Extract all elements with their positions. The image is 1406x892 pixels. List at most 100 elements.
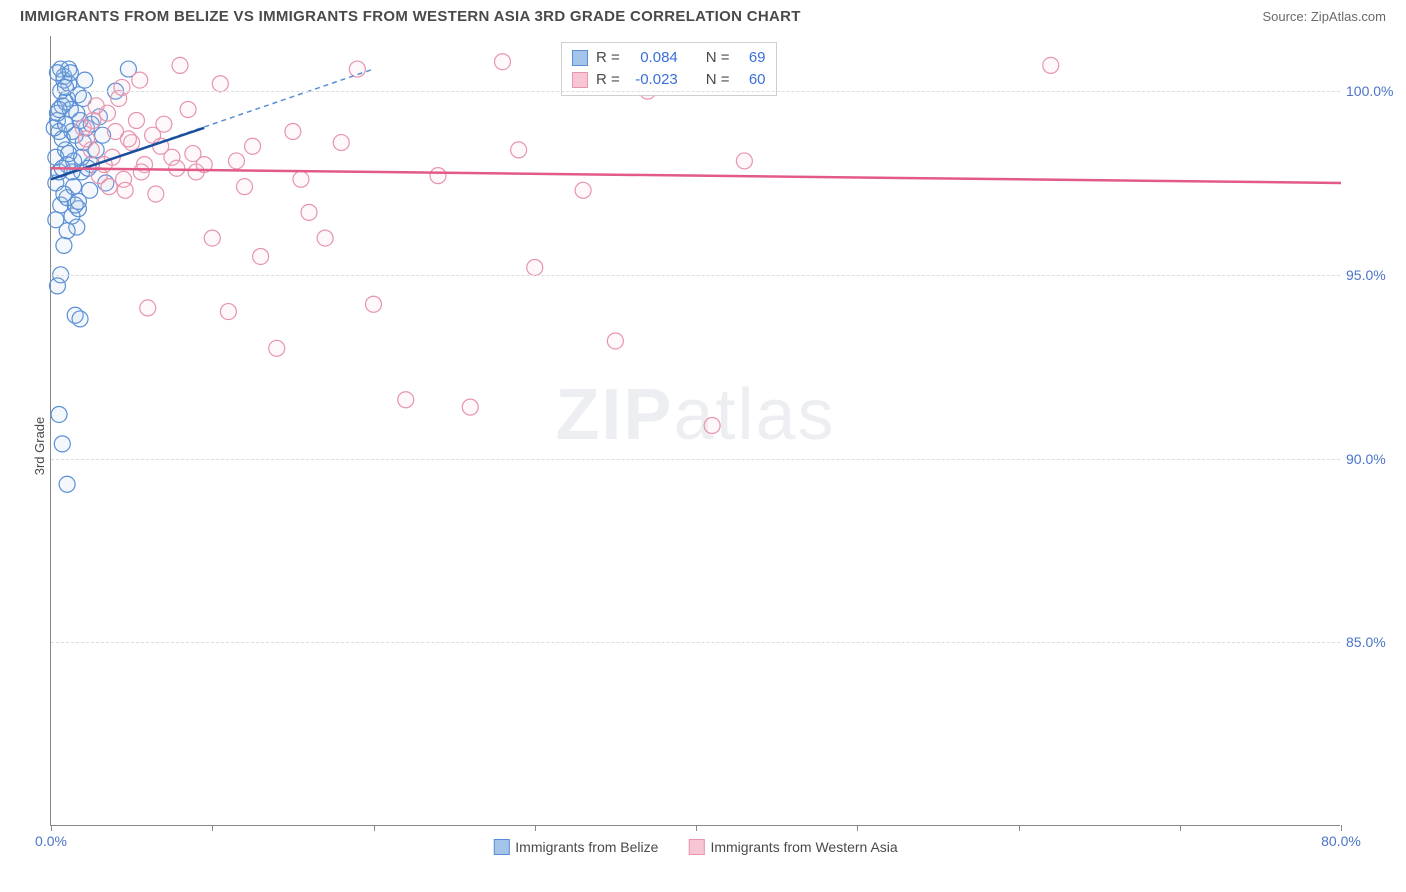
- y-axis-label: 3rd Grade: [32, 417, 47, 476]
- data-point: [495, 54, 511, 70]
- data-point: [1043, 57, 1059, 73]
- data-point: [204, 230, 220, 246]
- data-point: [172, 57, 188, 73]
- gridline: [51, 91, 1340, 92]
- data-point: [293, 171, 309, 187]
- data-point: [128, 113, 144, 129]
- data-point: [48, 212, 64, 228]
- y-tick-label: 95.0%: [1346, 267, 1402, 283]
- data-point: [70, 193, 86, 209]
- data-point: [245, 138, 261, 154]
- data-point: [145, 127, 161, 143]
- data-point: [398, 392, 414, 408]
- data-point: [301, 204, 317, 220]
- n-label: N =: [706, 69, 730, 91]
- source-name: ZipAtlas.com: [1311, 9, 1386, 24]
- data-point: [54, 436, 70, 452]
- data-point: [117, 182, 133, 198]
- x-tick: [51, 825, 52, 831]
- r-value-wasia: -0.023: [628, 69, 678, 91]
- stats-row-wasia: R = -0.023 N = 60: [572, 69, 766, 91]
- data-point: [511, 142, 527, 158]
- legend-item-belize: Immigrants from Belize: [493, 839, 658, 855]
- legend-label-belize: Immigrants from Belize: [515, 839, 658, 855]
- x-tick-label: 80.0%: [1321, 833, 1361, 849]
- data-point: [228, 153, 244, 169]
- y-tick-label: 90.0%: [1346, 451, 1402, 467]
- gridline: [51, 275, 1340, 276]
- data-point: [120, 131, 136, 147]
- data-point: [77, 72, 93, 88]
- stats-legend-box: R = 0.084 N = 69 R = -0.023 N = 60: [561, 42, 777, 96]
- source-prefix: Source:: [1262, 9, 1310, 24]
- chart-source: Source: ZipAtlas.com: [1262, 9, 1386, 24]
- data-point: [78, 131, 94, 147]
- data-point: [59, 476, 75, 492]
- data-point: [180, 101, 196, 117]
- data-point: [132, 72, 148, 88]
- data-point: [285, 124, 301, 140]
- data-point: [101, 179, 117, 195]
- data-point: [575, 182, 591, 198]
- data-point: [114, 79, 130, 95]
- x-tick-label: 0.0%: [35, 833, 67, 849]
- legend-swatch-wasia: [688, 839, 704, 855]
- n-value-belize: 69: [738, 47, 766, 69]
- data-point: [736, 153, 752, 169]
- x-tick: [1180, 825, 1181, 831]
- data-point: [366, 296, 382, 312]
- data-point: [148, 186, 164, 202]
- data-point: [58, 79, 74, 95]
- n-value-wasia: 60: [738, 69, 766, 91]
- data-point: [269, 340, 285, 356]
- gridline: [51, 459, 1340, 460]
- data-point: [527, 259, 543, 275]
- legend-label-wasia: Immigrants from Western Asia: [710, 839, 897, 855]
- data-point: [317, 230, 333, 246]
- n-label: N =: [706, 47, 730, 69]
- r-label: R =: [596, 47, 620, 69]
- r-label: R =: [596, 69, 620, 91]
- data-point: [49, 65, 65, 81]
- data-point: [212, 76, 228, 92]
- data-point: [607, 333, 623, 349]
- r-value-belize: 0.084: [628, 47, 678, 69]
- data-point: [169, 160, 185, 176]
- x-tick: [212, 825, 213, 831]
- x-tick: [857, 825, 858, 831]
- swatch-wasia: [572, 72, 588, 88]
- data-point: [88, 98, 104, 114]
- data-point: [140, 300, 156, 316]
- data-point: [133, 164, 149, 180]
- x-tick: [535, 825, 536, 831]
- watermark: ZIPatlas: [555, 374, 835, 456]
- chart-svg: [51, 36, 351, 186]
- chart-title: IMMIGRANTS FROM BELIZE VS IMMIGRANTS FRO…: [20, 8, 801, 25]
- data-point: [85, 113, 101, 129]
- data-point: [72, 311, 88, 327]
- x-tick: [696, 825, 697, 831]
- y-tick-label: 100.0%: [1346, 83, 1402, 99]
- data-point: [462, 399, 478, 415]
- data-point: [220, 304, 236, 320]
- legend-item-wasia: Immigrants from Western Asia: [688, 839, 897, 855]
- y-tick-label: 85.0%: [1346, 634, 1402, 650]
- data-point: [237, 179, 253, 195]
- data-point: [430, 168, 446, 184]
- chart-plot-area: ZIPatlas R = 0.084 N = 69 R = -0.023 N =…: [50, 36, 1340, 826]
- data-point: [704, 417, 720, 433]
- swatch-belize: [572, 50, 588, 66]
- data-point: [253, 248, 269, 264]
- data-point: [58, 116, 74, 132]
- gridline: [51, 642, 1340, 643]
- data-point: [51, 101, 67, 117]
- bottom-legend: Immigrants from Belize Immigrants from W…: [493, 839, 897, 855]
- data-point: [51, 406, 67, 422]
- legend-swatch-belize: [493, 839, 509, 855]
- x-tick: [1019, 825, 1020, 831]
- data-point: [185, 146, 201, 162]
- stats-row-belize: R = 0.084 N = 69: [572, 47, 766, 69]
- x-tick: [374, 825, 375, 831]
- data-point: [333, 135, 349, 151]
- data-point: [349, 61, 365, 77]
